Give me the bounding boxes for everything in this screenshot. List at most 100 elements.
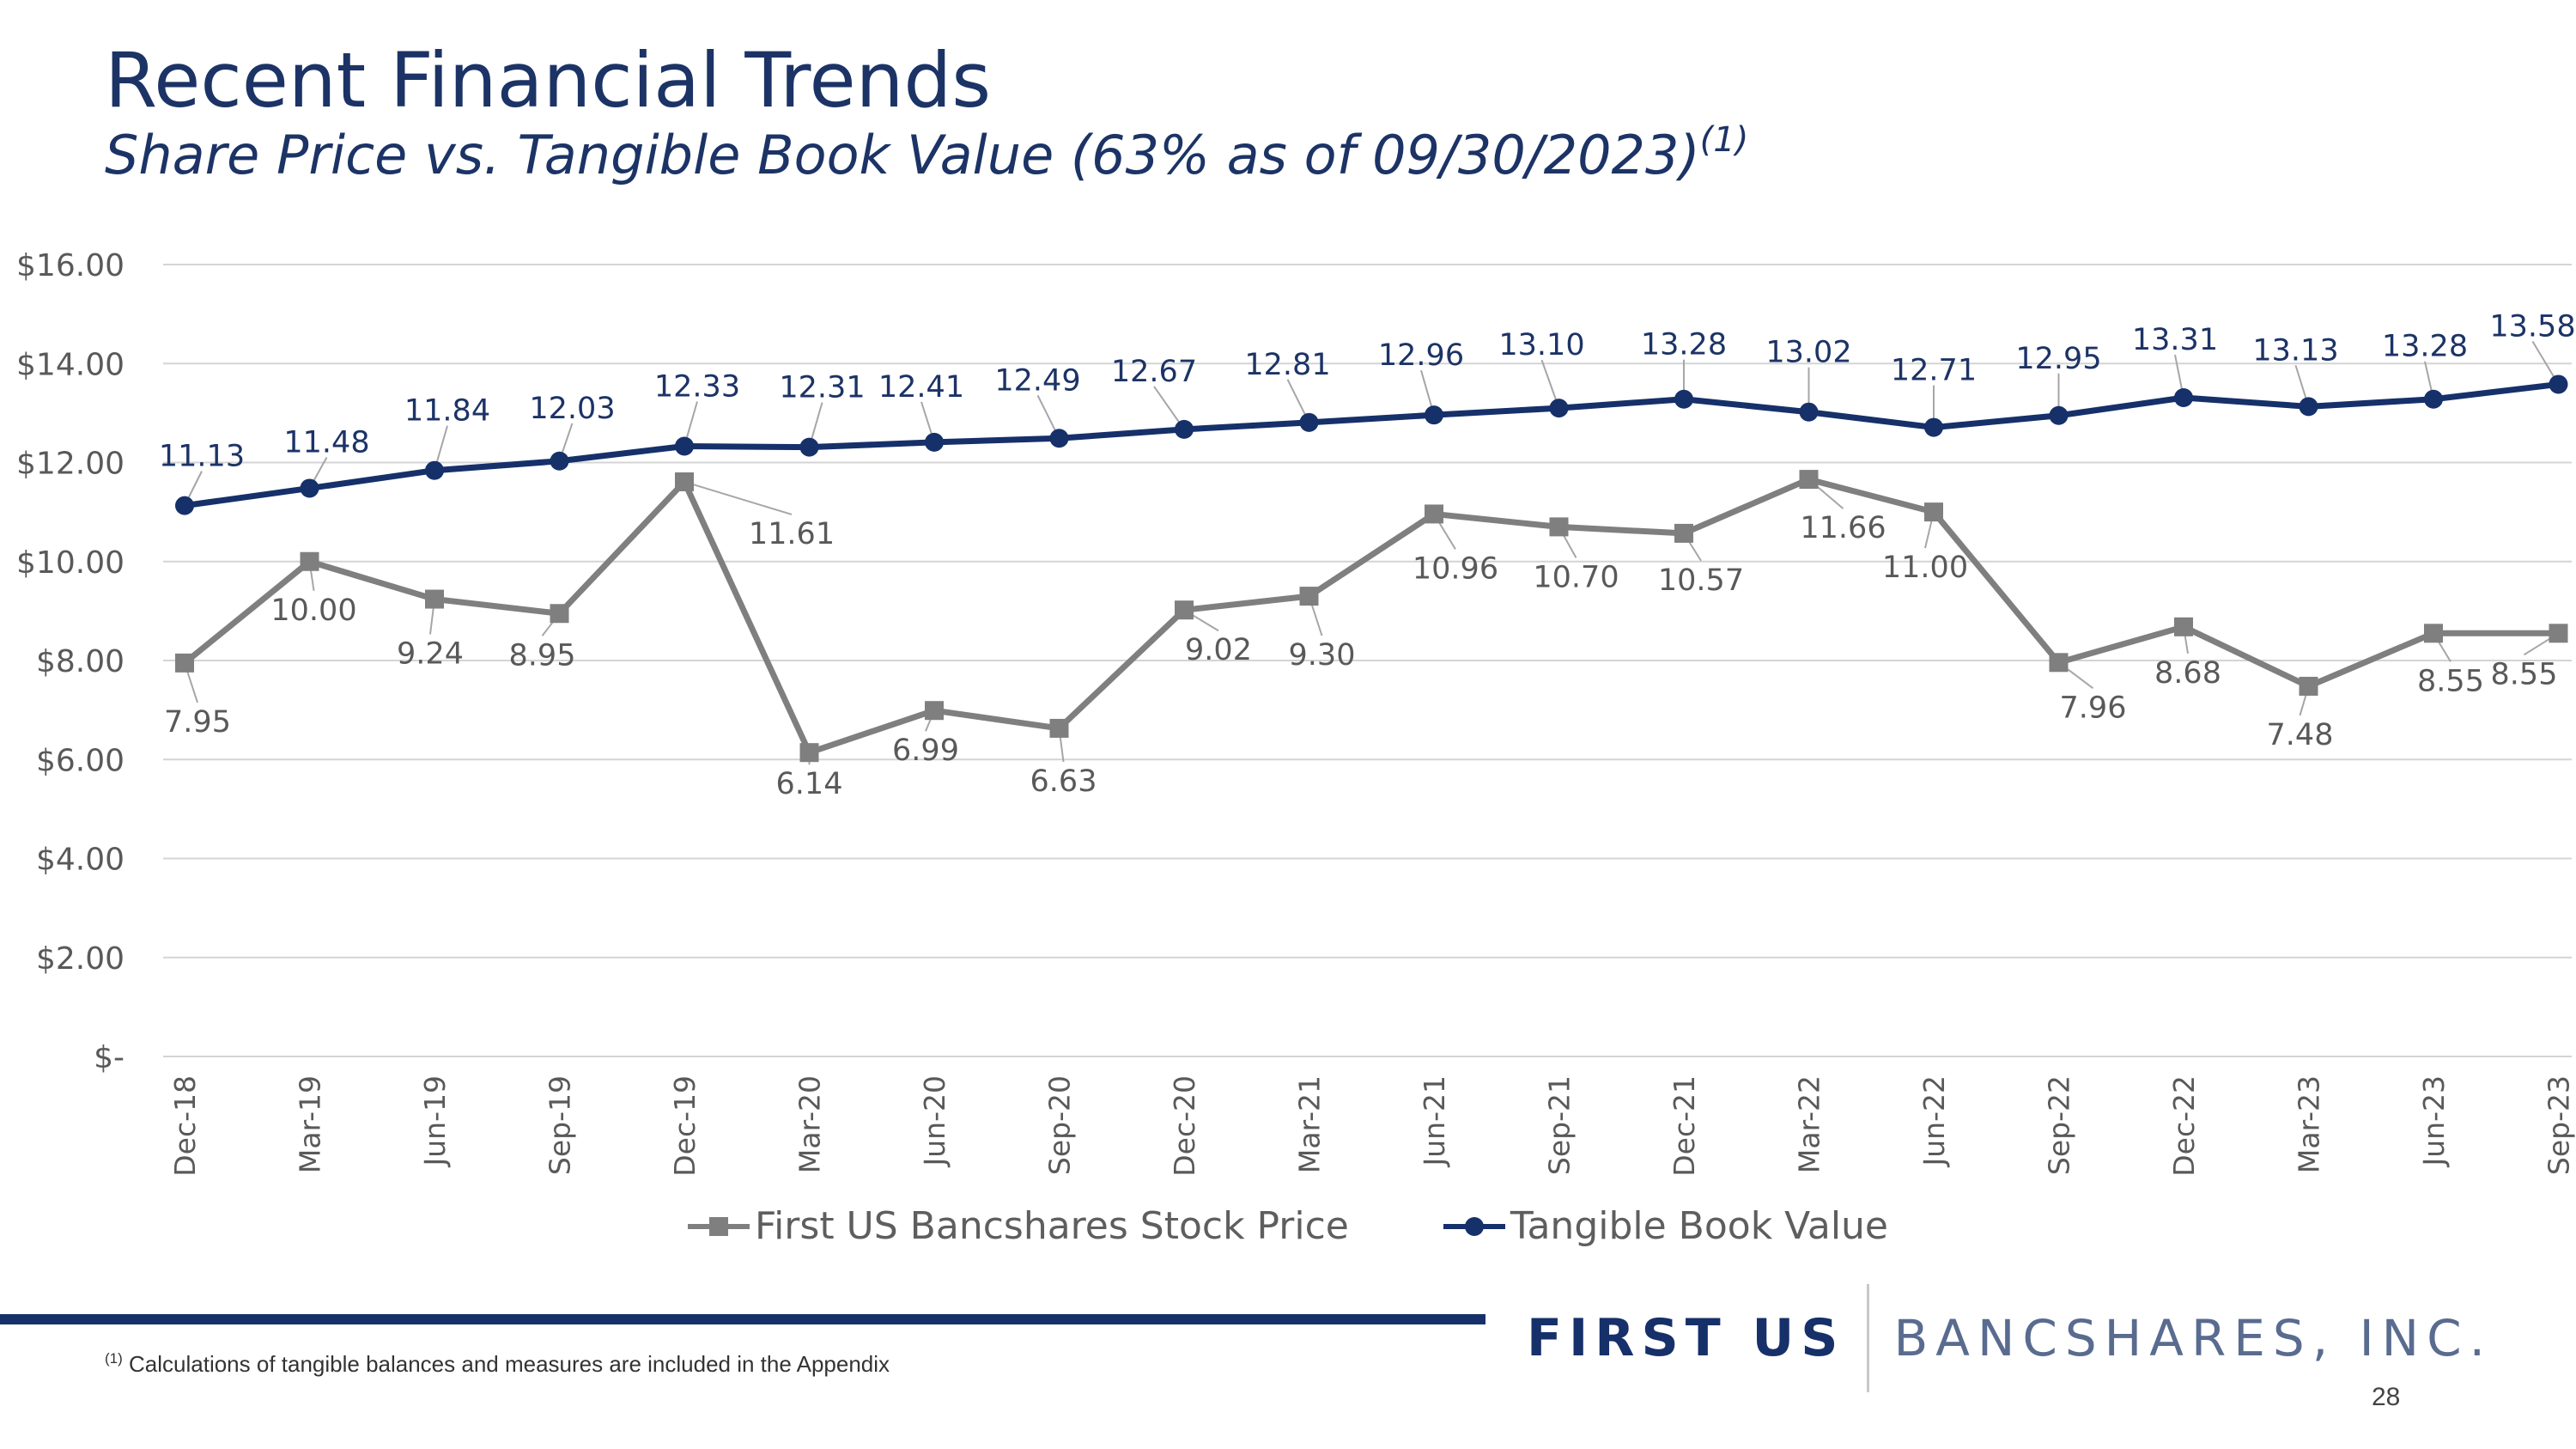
data-label: 12.03 xyxy=(529,392,615,426)
data-point-marker xyxy=(2299,397,2318,417)
logo-wordmark-light: BANCSHARES, INC. xyxy=(1893,1309,2494,1367)
data-label: 8.68 xyxy=(2154,656,2221,691)
data-point-marker xyxy=(425,460,444,480)
x-tick-label: Dec-21 xyxy=(1668,1075,1701,1177)
data-point-marker xyxy=(1299,587,1319,606)
data-label: 13.10 xyxy=(1498,328,1584,362)
data-point-marker xyxy=(1299,412,1319,432)
data-label: 13.28 xyxy=(2382,330,2468,364)
data-label: 9.02 xyxy=(1185,633,1252,667)
y-tick-label: $10.00 xyxy=(16,545,125,581)
data-point-marker xyxy=(550,451,569,471)
data-label: 8.95 xyxy=(509,638,576,673)
series-line-tangible-book-value xyxy=(184,381,2559,509)
company-logo: FIRST US BANCSHARES, INC. xyxy=(1527,1284,2493,1392)
data-point-marker xyxy=(2049,405,2069,425)
legend-item-tangible-book-value: Tangible Book Value xyxy=(1443,1204,1888,1248)
data-point-marker xyxy=(1425,504,1443,524)
data-point-marker xyxy=(675,436,694,456)
data-label: 11.61 xyxy=(749,517,835,551)
page-number: 28 xyxy=(2372,1383,2401,1411)
chart-legend: First US Bancshares Stock Price Tangible… xyxy=(0,1204,2576,1248)
footnote: (1) Calculations of tangible balances an… xyxy=(105,1350,890,1378)
data-point-marker xyxy=(1799,402,1819,422)
data-point-marker xyxy=(300,551,319,571)
footer-rule xyxy=(0,1314,1485,1324)
data-point-marker xyxy=(2049,653,2069,673)
data-point-marker xyxy=(425,589,444,609)
x-tick-label: Sep-23 xyxy=(2543,1075,2576,1175)
legend-label-tangible-book-value: Tangible Book Value xyxy=(1510,1204,1889,1248)
data-label: 12.81 xyxy=(1244,348,1330,382)
data-label: 12.49 xyxy=(994,363,1080,398)
x-tick-label: Dec-18 xyxy=(168,1075,202,1177)
series-line-stock-price xyxy=(182,476,2559,756)
legend-circle-marker-icon xyxy=(1443,1216,1505,1236)
page-title: Recent Financial Trends xyxy=(105,36,992,125)
data-label: 12.71 xyxy=(1891,354,1977,388)
data-point-marker xyxy=(550,604,569,624)
data-point-marker xyxy=(1425,405,1443,425)
data-label: 12.33 xyxy=(654,369,740,404)
data-label: 11.00 xyxy=(1882,551,1968,585)
y-tick-label: $2.00 xyxy=(36,941,125,977)
data-point-marker xyxy=(1049,718,1069,738)
x-tick-label: Jun-20 xyxy=(918,1075,951,1167)
data-point-marker xyxy=(925,701,944,721)
data-point-marker xyxy=(1924,417,1943,437)
x-tick-label: Sep-20 xyxy=(1043,1075,1077,1175)
data-point-marker xyxy=(1674,523,1693,543)
data-label: 13.28 xyxy=(1641,328,1727,362)
data-point-marker xyxy=(1175,600,1194,620)
data-label: 10.96 xyxy=(1413,551,1498,586)
data-label: 6.99 xyxy=(892,734,959,768)
y-tick-label: $6.00 xyxy=(36,743,125,778)
data-label: 9.30 xyxy=(1289,638,1356,673)
y-tick-label: $12.00 xyxy=(16,447,125,482)
line-chart: $- $2.00 $4.00 $6.00 $8.00 $10.00 $12.00 $14.00… xyxy=(16,248,2576,1177)
data-point-marker xyxy=(1799,470,1819,490)
data-label: 13.58 xyxy=(2489,309,2575,344)
data-point-marker xyxy=(799,437,819,457)
data-point-marker xyxy=(1549,517,1569,537)
x-tick-label: Sep-19 xyxy=(544,1075,577,1175)
data-point-marker xyxy=(175,653,194,673)
legend-square-marker-icon xyxy=(687,1216,750,1236)
x-tick-label: Jun-19 xyxy=(418,1075,452,1167)
y-tick-label: $8.00 xyxy=(36,644,125,679)
x-tick-label: Mar-23 xyxy=(2293,1075,2326,1173)
x-tick-label: Sep-21 xyxy=(1543,1075,1577,1175)
data-label: 12.95 xyxy=(2015,342,2101,376)
data-point-marker xyxy=(799,743,819,763)
y-tick-label: $- xyxy=(94,1040,125,1075)
data-label: 12.96 xyxy=(1378,338,1464,373)
data-point-marker xyxy=(675,472,694,491)
data-point-marker xyxy=(2549,624,2568,643)
data-point-marker xyxy=(1674,389,1693,409)
data-point-marker xyxy=(2424,389,2443,409)
data-label: 11.13 xyxy=(159,440,245,474)
data-point-marker xyxy=(2174,388,2193,408)
data-label: 9.24 xyxy=(397,637,464,672)
subtitle-text: Share Price vs. Tangible Book Value (63%… xyxy=(105,124,1700,186)
data-label: 12.41 xyxy=(878,370,964,405)
data-point-marker xyxy=(175,496,194,515)
data-label: 8.55 xyxy=(2491,657,2558,691)
page-subtitle: Share Price vs. Tangible Book Value (63%… xyxy=(105,120,1748,186)
data-point-marker xyxy=(1549,399,1569,418)
data-label: 12.31 xyxy=(779,371,865,405)
logo-divider xyxy=(1867,1284,1870,1392)
x-tick-label: Dec-20 xyxy=(1168,1075,1201,1177)
data-label: 7.96 xyxy=(2060,691,2127,725)
x-tick-label: Jun-21 xyxy=(1418,1075,1451,1167)
data-point-marker xyxy=(1924,502,1943,522)
x-tick-label: Jun-22 xyxy=(1917,1075,1951,1167)
x-tick-label: Dec-19 xyxy=(668,1075,702,1177)
data-label-leader xyxy=(683,481,793,515)
y-tick-label: $4.00 xyxy=(36,843,125,878)
legend-label-stock-price: First US Bancshares Stock Price xyxy=(754,1204,1349,1248)
data-point-marker xyxy=(300,478,319,498)
x-tick-label: Mar-21 xyxy=(1293,1075,1327,1173)
x-tick-label: Sep-22 xyxy=(2043,1075,2076,1175)
x-tick-label: Jun-23 xyxy=(2417,1075,2451,1167)
